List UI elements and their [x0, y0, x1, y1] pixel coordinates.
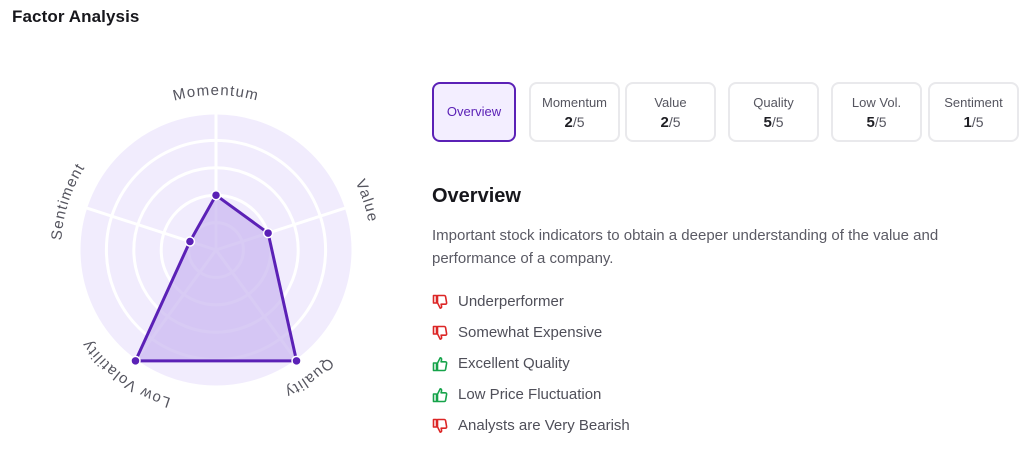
tab-low-vol[interactable]: Low Vol. 5/5 — [831, 82, 922, 142]
tab-momentum[interactable]: Momentum 2/5 — [529, 82, 620, 142]
indicator-text: Excellent Quality — [458, 355, 570, 372]
thumbs-up-icon — [432, 356, 448, 372]
tab-score: 2/5 — [531, 114, 618, 131]
score-value: 5 — [866, 114, 875, 131]
score-value: 2 — [564, 114, 573, 131]
radar-point — [184, 236, 196, 247]
overview-description: Important stock indicators to obtain a d… — [432, 227, 939, 267]
thumbs-down-icon — [432, 325, 448, 341]
score-max: /5 — [971, 114, 984, 130]
indicator-item: Somewhat Expensive — [432, 317, 630, 348]
tab-score: 2/5 — [627, 114, 714, 131]
tab-score: 5/5 — [730, 114, 817, 131]
tab-sentiment[interactable]: Sentiment 1/5 — [928, 82, 1019, 142]
radar-axis-label: Value — [352, 177, 382, 224]
indicator-text: Underperformer — [458, 293, 564, 310]
score-max: /5 — [874, 114, 887, 130]
radar-point — [210, 189, 222, 201]
indicator-list: Underperformer Somewhat Expensive Excell… — [432, 286, 630, 441]
tab-score: 5/5 — [833, 114, 920, 131]
indicator-item: Analysts are Very Bearish — [432, 410, 630, 441]
radar-score-area — [133, 193, 299, 363]
tab-score: 1/5 — [930, 114, 1017, 131]
indicator-item: Low Price Fluctuation — [432, 379, 630, 410]
thumbs-down-icon — [432, 418, 448, 434]
tab-label: Value — [654, 95, 687, 110]
score-value: 2 — [660, 114, 669, 131]
radar-point — [291, 355, 302, 367]
tab-label: Low Vol. — [851, 95, 902, 110]
score-max: /5 — [668, 114, 681, 130]
indicator-text: Low Price Fluctuation — [458, 386, 602, 403]
tab-value[interactable]: Value 2/5 — [625, 82, 716, 142]
radar-chart: Momentum Value Quality Low Volatility Sentim… — [0, 60, 430, 451]
tab-label: Momentum — [541, 95, 608, 110]
radar-point — [262, 227, 274, 239]
score-max: /5 — [572, 114, 585, 130]
indicator-text: Analysts are Very Bearish — [458, 417, 630, 434]
score-value: 1 — [963, 114, 972, 131]
tab-quality[interactable]: Quality 5/5 — [728, 82, 819, 142]
thumbs-down-icon — [432, 294, 448, 310]
overview-title: Overview — [432, 185, 521, 207]
tab-overview[interactable]: Overview — [432, 82, 516, 142]
score-max: /5 — [771, 114, 784, 130]
indicator-text: Somewhat Expensive — [458, 324, 603, 341]
thumbs-up-icon — [432, 387, 448, 403]
page-title: Factor Analysis — [12, 7, 140, 26]
indicator-item: Excellent Quality — [432, 348, 630, 379]
tab-label: Quality — [753, 95, 794, 110]
radar-axis-label: Momentum — [171, 82, 261, 105]
radar-point — [130, 355, 141, 367]
score-value: 5 — [763, 114, 772, 131]
indicator-item: Underperformer — [432, 286, 630, 317]
tab-label: Overview — [446, 104, 502, 119]
tab-label: Sentiment — [944, 95, 1003, 110]
